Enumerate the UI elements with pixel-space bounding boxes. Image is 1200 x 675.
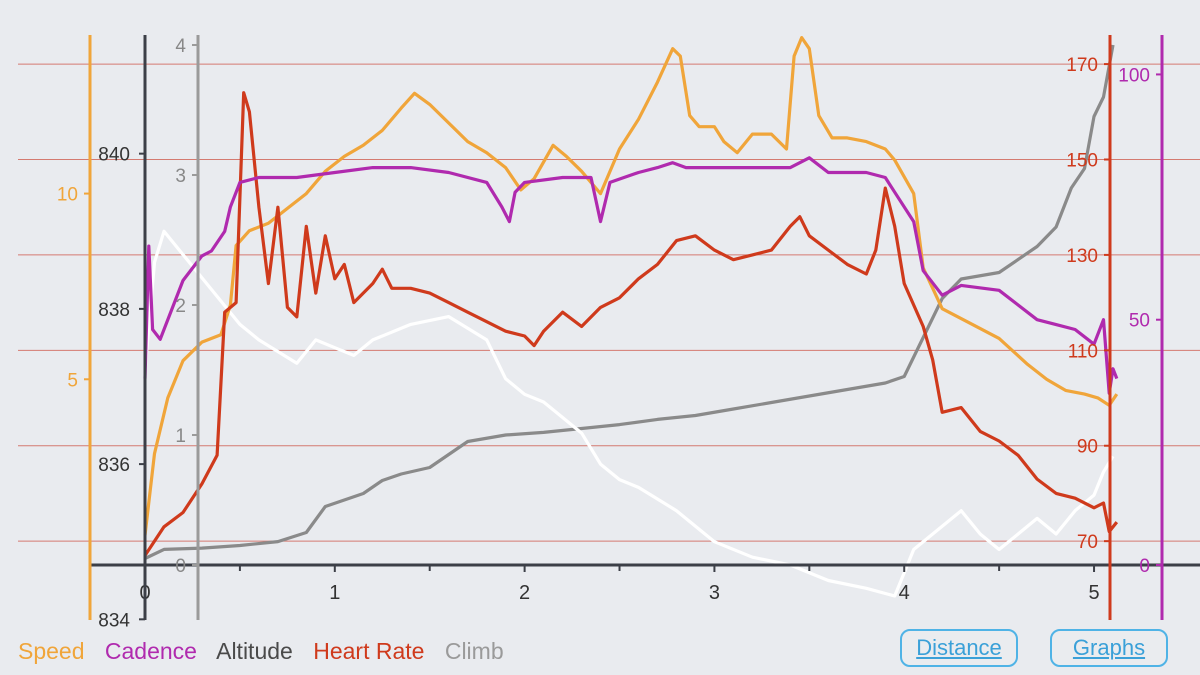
- climb-tick-label: 2: [175, 296, 186, 317]
- legend-altitude: Altitude: [216, 638, 293, 664]
- legend-heart-rate: Heart Rate: [313, 638, 425, 664]
- altitude-tick-label: 834: [98, 610, 130, 631]
- heartrate-tick-label: 70: [1077, 532, 1098, 553]
- altitude-tick-label: 840: [98, 145, 130, 166]
- heartrate-tick-label: 90: [1077, 437, 1098, 458]
- x-tick-label: 5: [1088, 582, 1099, 604]
- legend-climb: Climb: [444, 638, 504, 664]
- graphs-button[interactable]: Graphs: [1050, 629, 1168, 667]
- cadence-tick-label: 50: [1129, 311, 1150, 332]
- series-line-heart-rate: [143, 91, 1119, 557]
- legend-speed: Speed: [18, 638, 85, 664]
- axes: 0 1 2 3 4 5 5 10 834 836 838 840 0 1 2 3 4 70 90 110 130 150 1…: [57, 35, 1200, 631]
- heartrate-tick-label: 150: [1066, 150, 1098, 171]
- cadence-tick-label: 100: [1118, 65, 1150, 86]
- cadence-tick-label: 0: [1139, 556, 1150, 577]
- distance-button[interactable]: Distance: [900, 629, 1018, 667]
- climb-tick-label: 3: [175, 166, 186, 187]
- x-tick-label: 2: [519, 582, 530, 604]
- speed-tick-label: 5: [67, 370, 78, 391]
- heartrate-tick-label: 170: [1066, 55, 1098, 76]
- x-tick-label: 4: [899, 582, 910, 604]
- climb-tick-label: 4: [175, 36, 186, 57]
- hr-grid: [18, 63, 1200, 542]
- x-tick-label: 1: [329, 582, 340, 604]
- altitude-tick-label: 836: [98, 455, 130, 476]
- legend-cadence: Cadence: [104, 638, 197, 664]
- x-tick-label: 3: [709, 582, 720, 604]
- series-line-climb: [144, 44, 1115, 560]
- series-line-speed: [143, 35, 1119, 536]
- climb-tick-label: 1: [175, 426, 186, 447]
- heartrate-tick-label: 110: [1068, 341, 1098, 362]
- heartrate-tick-label: 130: [1066, 246, 1098, 267]
- speed-tick-label: 10: [57, 185, 78, 206]
- series-line-altitude: [143, 229, 1115, 598]
- legend: Speed Cadence Altitude Heart Rate Climb: [18, 638, 518, 665]
- climb-tick-label: 0: [175, 556, 186, 577]
- series-line-cadence: [143, 156, 1119, 395]
- series-lines: [143, 35, 1119, 598]
- altitude-tick-label: 838: [98, 300, 130, 321]
